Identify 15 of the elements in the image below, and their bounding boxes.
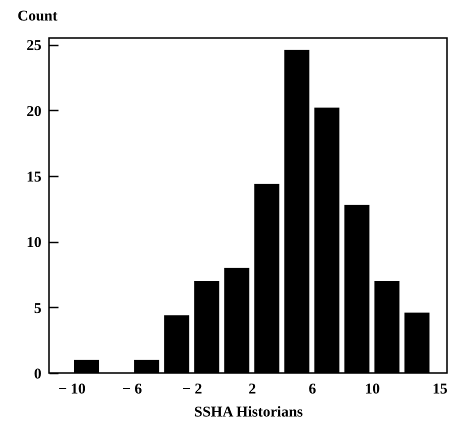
y-axis-title: Count [18,8,58,24]
x-tick-label: − 10 [58,382,86,398]
x-tick-label: − 2 [182,382,202,398]
y-tick-label: 25 [26,38,42,54]
x-tick-label: 2 [248,382,256,398]
y-tick-label: 15 [26,169,42,186]
x-tick-label: 15 [432,382,448,398]
x-tick-label: 10 [364,382,380,398]
y-tick-label: 20 [26,104,42,120]
x-tick-label: − 6 [122,382,142,398]
x-axis-title: SSHA Historians [194,404,304,420]
y-tick-label: 0 [34,366,42,382]
y-tick-label: 10 [26,235,42,252]
x-tick-label: 6 [308,382,317,398]
y-tick-label: 5 [34,300,42,317]
